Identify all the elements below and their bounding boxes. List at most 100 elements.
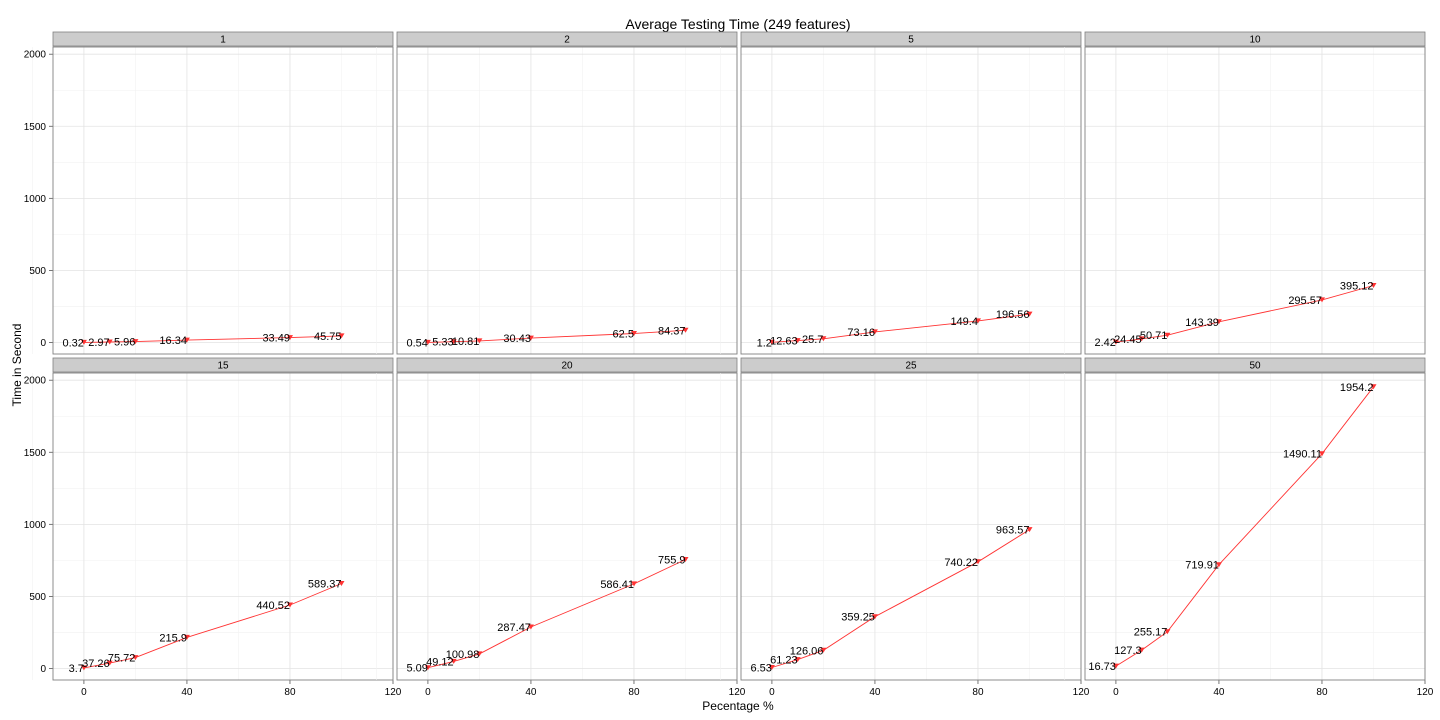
data-label: 3.7: [69, 663, 84, 675]
data-point-marker: [1164, 629, 1171, 635]
y-tick-label: 500: [29, 592, 46, 603]
data-label: 126.06: [790, 645, 824, 657]
data-label: 1.2: [757, 337, 772, 349]
data-point-marker: [975, 559, 981, 565]
data-point-marker: [682, 327, 689, 333]
data-point-marker: [871, 329, 878, 335]
facet-strip-label: 1: [220, 35, 226, 46]
data-point-marker: [1370, 384, 1377, 390]
data-label: 255.17: [1134, 627, 1168, 639]
series-line: [1115, 285, 1374, 343]
data-label: 127.3: [1114, 645, 1142, 657]
y-tick-label: 500: [29, 266, 46, 277]
data-label: 295.57: [1288, 295, 1322, 307]
data-label: 16.73: [1088, 661, 1116, 673]
x-tick-label: 0: [769, 687, 775, 698]
data-label: 359.25: [841, 612, 875, 624]
data-label: 0.54: [406, 337, 427, 349]
data-point-marker: [450, 658, 457, 664]
data-point-marker: [1112, 339, 1119, 345]
series-line: [83, 335, 342, 343]
data-label: 45.75: [314, 331, 342, 343]
chart-title: Average Testing Time (249 features): [625, 16, 850, 32]
data-point-marker: [682, 557, 689, 562]
y-tick-label: 0: [40, 664, 46, 675]
facet-strip-label: 2: [564, 35, 570, 46]
panel-background: [397, 47, 737, 354]
panel-border: [740, 46, 1082, 355]
series-line: [427, 559, 686, 669]
y-tick-label: 1000: [24, 194, 47, 205]
x-tick-label: 40: [1213, 687, 1225, 698]
panel-background: [1085, 47, 1425, 354]
data-point-marker: [1138, 647, 1145, 653]
data-label: 440.52: [256, 600, 290, 612]
data-point-marker: [631, 331, 637, 336]
data-point-marker: [1370, 283, 1377, 288]
panel-background: [53, 47, 393, 354]
data-label: 0.32: [62, 337, 83, 349]
facet-strip: [740, 31, 1082, 47]
data-point-marker: [424, 665, 431, 671]
x-tick-label: 120: [729, 687, 746, 698]
data-point-marker: [527, 335, 534, 341]
x-tick-label: 40: [181, 687, 193, 698]
data-point-marker: [768, 665, 775, 670]
data-label: 75.72: [108, 653, 136, 665]
facet-strip: [396, 357, 738, 373]
data-point-marker: [183, 337, 190, 343]
facet-strip: [740, 357, 1082, 373]
data-label: 1954.2: [1340, 382, 1374, 394]
data-label: 84.37: [658, 325, 686, 337]
data-label: 100.98: [446, 649, 480, 661]
panel-border: [52, 46, 394, 355]
x-tick-label: 0: [81, 687, 87, 698]
data-point-marker: [1215, 319, 1222, 325]
x-tick-label: 40: [525, 687, 537, 698]
data-point-marker: [1138, 336, 1145, 342]
data-point-marker: [132, 339, 139, 345]
data-label: 215.9: [159, 632, 187, 644]
data-point-marker: [794, 657, 801, 663]
panel-background: [741, 47, 1081, 354]
series-line: [427, 329, 686, 343]
data-label: 25.7: [802, 334, 823, 346]
data-point-marker: [287, 602, 293, 608]
data-label: 37.26: [82, 658, 110, 670]
data-label: 73.16: [847, 327, 875, 339]
series-line: [1115, 386, 1374, 667]
x-tick-label: 80: [1316, 687, 1328, 698]
data-point-marker: [1319, 451, 1325, 457]
x-tick-label: 0: [425, 687, 431, 698]
x-tick-label: 80: [628, 687, 640, 698]
data-label: 149.4: [950, 316, 978, 328]
data-point-marker: [80, 665, 87, 671]
data-label: 30.43: [503, 333, 531, 345]
data-point-marker: [768, 339, 775, 345]
data-label: 6.53: [750, 663, 771, 675]
facet-strip: [1084, 357, 1426, 373]
data-point-marker: [1319, 297, 1325, 303]
x-tick-label: 0: [1113, 687, 1119, 698]
data-point-marker: [871, 614, 878, 620]
facet-strip: [52, 31, 394, 47]
y-tick-label: 1000: [24, 520, 47, 531]
data-label: 196.56: [996, 309, 1030, 321]
data-label: 5.96: [114, 337, 135, 349]
data-point-marker: [132, 655, 139, 661]
panel-border: [52, 372, 394, 681]
data-label: 963.57: [996, 525, 1030, 537]
facet-strip-label: 15: [217, 361, 229, 372]
x-tick-label: 80: [972, 687, 984, 698]
data-label: 719.91: [1185, 560, 1219, 572]
data-label: 33.49: [262, 333, 290, 345]
x-tick-label: 120: [385, 687, 402, 698]
data-label: 2.97: [88, 337, 109, 349]
facet-strip-label: 20: [561, 361, 573, 372]
y-axis-title: Time in Second: [10, 324, 24, 407]
y-tick-label: 2000: [24, 376, 47, 387]
data-label: 589.37: [308, 579, 342, 591]
panel-border: [1084, 46, 1426, 355]
panel-border: [396, 372, 738, 681]
